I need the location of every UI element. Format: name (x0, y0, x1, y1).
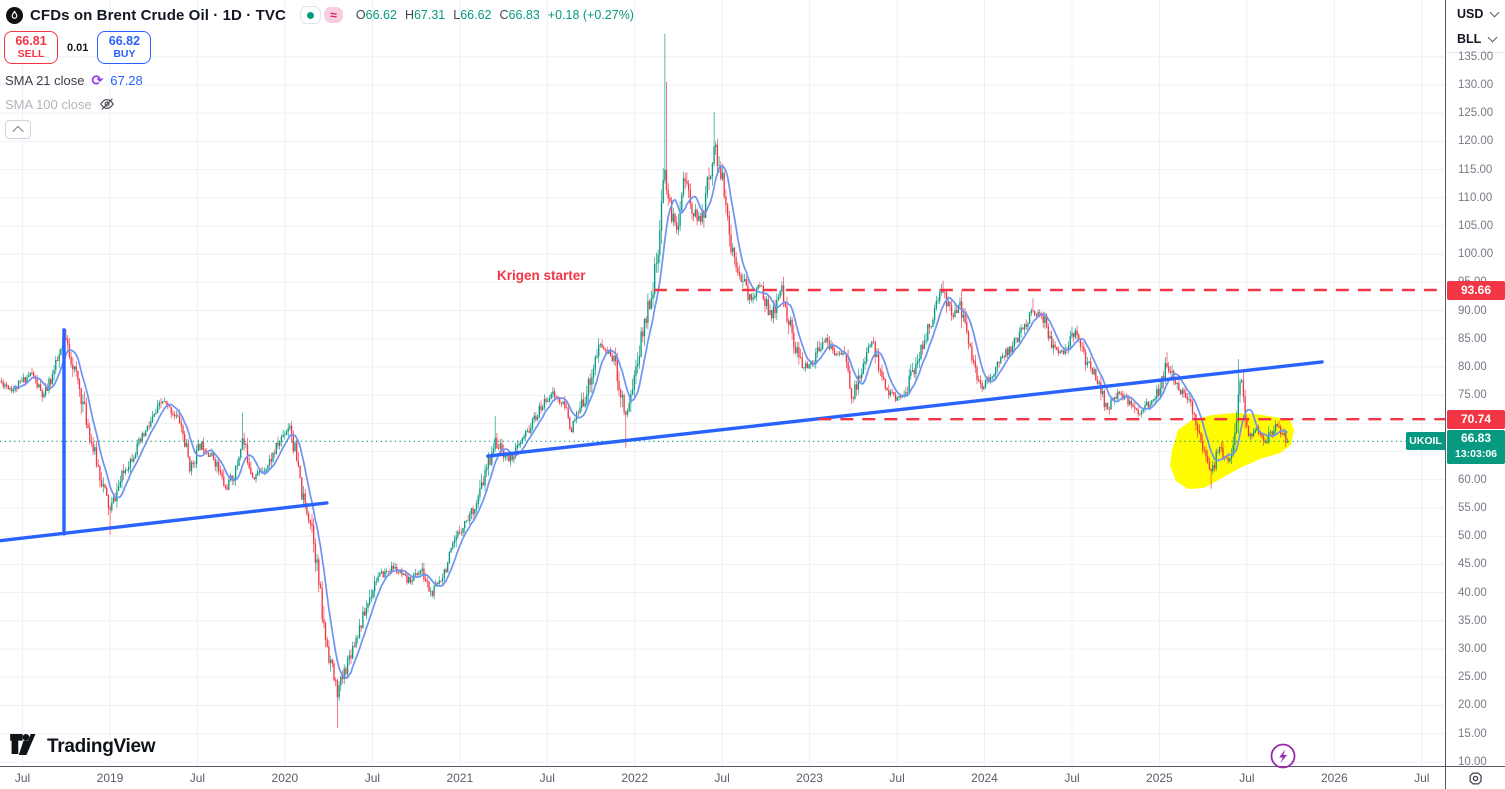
time-tick: 2025 (1146, 771, 1173, 785)
buy-button[interactable]: 66.82 BUY (97, 31, 152, 64)
tradingview-brand[interactable]: TradingView (10, 733, 156, 760)
price-axis[interactable]: USD BLL 10.00 15.00 20.00 25.00 30.00 35.00 40… (1445, 0, 1505, 789)
time-tick: Jul (1414, 771, 1430, 785)
price-tick: 50.00 (1458, 530, 1487, 543)
price-tick: 30.00 (1458, 643, 1487, 655)
axis-separator (1446, 52, 1505, 53)
symbol-logo-icon[interactable] (6, 6, 23, 24)
time-axis[interactable]: Jul 2019 Jul 2020 Jul 2021 Jul 2022 Jul 2023 Jul 20… (0, 766, 1445, 789)
price-tick: 75.00 (1458, 389, 1487, 402)
symbol-title[interactable]: CFDs on Brent Crude Oil · 1D · TVC (30, 6, 286, 24)
time-tick: Jul (189, 771, 206, 785)
level-price-label-9366: 93.66 (1447, 280, 1505, 300)
price-tick: 35.00 (1458, 614, 1487, 627)
scale-settings-icon (1469, 771, 1482, 785)
price-tick: 40.00 (1458, 586, 1487, 599)
time-tick: Jul (1239, 771, 1255, 785)
time-tick: 2026 (1320, 771, 1348, 785)
price-tick: 45.00 (1458, 558, 1487, 571)
chevron-down-icon (1489, 7, 1500, 18)
trade-panel: 66.81 SELL 0.01 66.82 BUY (4, 31, 152, 64)
symbol-price-tag: UKOIL (1406, 432, 1445, 450)
chevron-down-icon (1487, 32, 1498, 43)
sell-button[interactable]: 66.81 SELL (4, 31, 58, 64)
grid-lines (0, 0, 1445, 766)
chart-legend: CFDs on Brent Crude Oil · 1D · TVC ≈ O66… (6, 5, 634, 25)
price-tick: 55.00 (1458, 502, 1487, 514)
indicator-sma100[interactable]: SMA 100 close (5, 95, 115, 113)
refresh-icon[interactable]: ⟳ (91, 71, 104, 88)
chevron-up-icon (12, 125, 24, 137)
price-tick: 10.00 (1458, 755, 1487, 768)
time-tick: 2022 (621, 771, 649, 785)
price-tick: 15.00 (1458, 727, 1487, 740)
trendline-drawing-0[interactable] (486, 360, 1324, 458)
boost-lightning-icon[interactable] (1269, 742, 1297, 770)
eye-hidden-icon[interactable] (99, 96, 115, 112)
market-status-icon[interactable] (299, 6, 321, 24)
trendline-drawing-1[interactable] (0, 501, 329, 543)
price-tick: 120.00 (1458, 135, 1494, 148)
sma-line[interactable] (13, 164, 1288, 679)
time-tick: Jul (364, 771, 381, 785)
chart-canvas[interactable] (0, 0, 1445, 766)
time-tick: 2024 (971, 771, 998, 785)
down-bodies (0, 144, 1287, 698)
up-bodies (0, 144, 1289, 698)
time-tick: 2021 (446, 771, 474, 785)
down-wicks (1, 81, 1287, 728)
bar-countdown: 13:03:06 (1454, 448, 1498, 461)
price-tick: 100.00 (1458, 248, 1494, 261)
time-tick: Jul (14, 771, 31, 785)
spread-value: 0.01 (67, 41, 89, 54)
paper-trading-icon[interactable]: ≈ (323, 7, 343, 23)
current-price-label: 66.83 13:03:06 (1447, 430, 1505, 465)
tradingview-logo-icon (10, 733, 39, 760)
ohlc-values: O66.62 H67.31 L66.62 C66.83 +0.18 (+0.27… (355, 8, 634, 22)
price-tick: 115.00 (1458, 163, 1493, 176)
time-tick: Jul (1064, 771, 1080, 785)
currency-selector[interactable]: USD (1446, 2, 1505, 26)
time-tick: 2019 (96, 771, 124, 785)
indicator-sma21[interactable]: SMA 21 close ⟳ 67.28 (5, 71, 143, 88)
chart-text-annotation[interactable]: Krigen starter (497, 268, 586, 283)
price-tick: 130.00 (1458, 79, 1494, 91)
price-tick: 20.00 (1458, 699, 1487, 712)
time-tick: Jul (539, 771, 555, 785)
price-tick: 85.00 (1458, 332, 1487, 345)
time-tick: Jul (714, 771, 730, 785)
price-tick: 105.00 (1458, 220, 1494, 232)
price-tick: 25.00 (1458, 671, 1487, 684)
price-tick: 90.00 (1458, 304, 1487, 317)
time-tick: 2020 (271, 771, 299, 785)
axis-settings-corner[interactable] (1445, 766, 1505, 789)
level-price-label-7074: 70.74 (1447, 409, 1505, 429)
price-tick: 80.00 (1458, 361, 1487, 373)
time-tick: Jul (889, 771, 905, 785)
price-tick: 135.00 (1458, 50, 1494, 63)
price-tick: 60.00 (1458, 473, 1487, 486)
change-value: +0.18 (+0.27%) (547, 8, 634, 22)
collapse-legend-button[interactable] (5, 120, 31, 139)
price-tick: 110.00 (1458, 191, 1493, 204)
time-tick: 2023 (796, 771, 823, 785)
price-tick: 125.00 (1458, 107, 1494, 120)
unit-selector[interactable]: BLL (1446, 27, 1505, 51)
